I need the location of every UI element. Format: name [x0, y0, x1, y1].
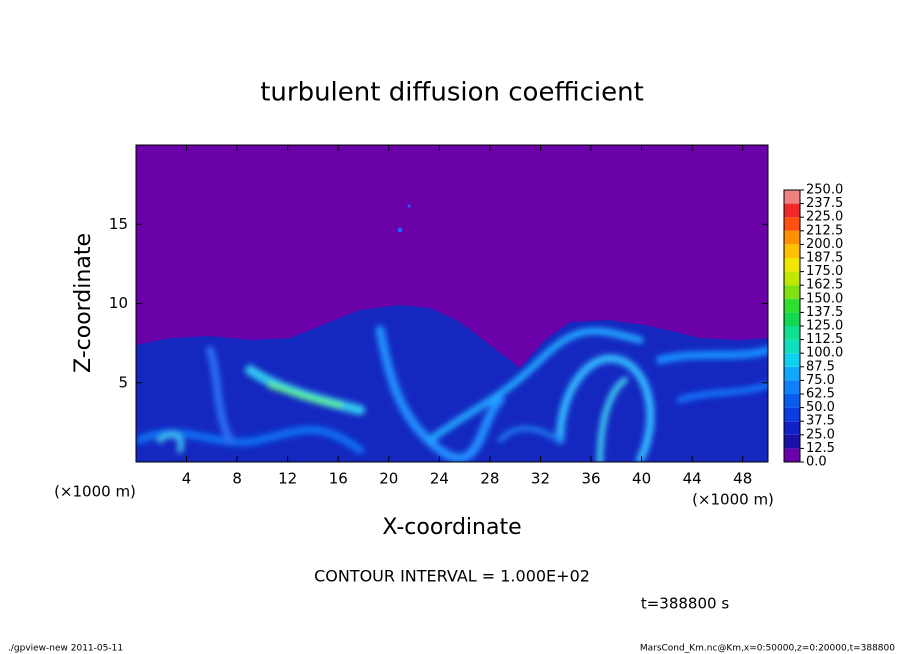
colorbar-band: [784, 217, 800, 231]
colorbar-band: [784, 339, 800, 354]
colorbar-label: 200.0: [806, 237, 843, 252]
colorbar-band: [784, 407, 800, 422]
x-axis-unit: (×1000 m): [692, 491, 774, 509]
colorbar-band: [784, 394, 800, 408]
x-tick-label: 20: [379, 470, 398, 488]
y-axis-label: Z-coordinate: [71, 233, 96, 373]
x-tick-label: 36: [581, 470, 600, 488]
colorbar-label: 112.5: [806, 332, 843, 347]
colorbar-band: [784, 312, 800, 326]
x-axis-label: X-coordinate: [382, 515, 521, 540]
colorbar-label: 25.0: [806, 427, 835, 442]
colorbar-band: [784, 366, 800, 381]
colorbar-label: 0.0: [806, 455, 827, 470]
y-tick-label: 15: [109, 215, 128, 233]
colorbar-band: [784, 298, 800, 313]
colorbar-label: 12.5: [806, 441, 835, 456]
x-tick-label: 12: [278, 470, 297, 488]
x-tick-label: 28: [480, 470, 499, 488]
colorbar-label: 50.0: [806, 400, 835, 415]
colorbar-label: 87.5: [806, 359, 835, 374]
x-tick-label: 40: [632, 470, 651, 488]
y-tick-label: 10: [109, 294, 128, 312]
colorbar-band: [784, 258, 800, 272]
x-tick-label: 16: [329, 470, 348, 488]
y-axis-unit: (×1000 m): [54, 483, 136, 501]
colorbar-band: [784, 421, 800, 435]
field-turbulent-region: [136, 305, 768, 462]
chart-title: turbulent diffusion coefficient: [260, 78, 644, 108]
colorbar-label: 162.5: [806, 278, 843, 293]
time-label: t=388800 s: [641, 595, 729, 613]
x-tick-label: 48: [733, 470, 752, 488]
footer-right: MarsCond_Km.nc@Km,x=0:50000,z=0:20000,t=…: [640, 644, 895, 654]
colorbar-band: [784, 244, 800, 258]
colorbar-band: [784, 448, 800, 462]
colorbar-band: [784, 190, 800, 204]
colorbar-band: [784, 326, 800, 340]
footer-left: ./gpview-new 2011-05-11: [8, 644, 123, 654]
colorbar-label: 100.0: [806, 346, 843, 361]
colorbar-label: 225.0: [806, 210, 843, 225]
colorbar-band: [784, 271, 800, 286]
colorbar-label: 150.0: [806, 291, 843, 306]
colorbar-label: 62.5: [806, 387, 835, 402]
x-tick-label: 8: [232, 470, 242, 488]
field-structures: [136, 325, 768, 462]
colorbar-label: 137.5: [806, 305, 843, 320]
colorbar-label: 125.0: [806, 319, 843, 334]
field: [136, 145, 768, 462]
colorbar-label: 187.5: [806, 251, 843, 266]
colorbar-label: 237.5: [806, 196, 843, 211]
colorbar-band: [784, 285, 800, 299]
colorbar-label: 37.5: [806, 414, 835, 429]
colorbar-band: [784, 203, 800, 218]
colorbar-band: [784, 230, 800, 245]
field-spot: [407, 204, 411, 208]
colorbar-label: 250.0: [806, 183, 843, 198]
colorbar-label: 175.0: [806, 264, 843, 279]
x-tick-label: 32: [531, 470, 550, 488]
contour-interval: CONTOUR INTERVAL = 1.000E+02: [314, 567, 590, 586]
x-tick-label: 4: [182, 470, 192, 488]
colorbar-band: [784, 434, 800, 449]
field-spot: [397, 227, 403, 233]
x-tick-label: 44: [683, 470, 702, 488]
colorbar-band: [784, 353, 800, 367]
x-tick-label: 24: [430, 470, 449, 488]
colorbar-band: [784, 380, 800, 394]
colorbar-label: 75.0: [806, 373, 835, 388]
y-tick-label: 5: [118, 373, 128, 391]
colorbar-label: 212.5: [806, 223, 843, 238]
